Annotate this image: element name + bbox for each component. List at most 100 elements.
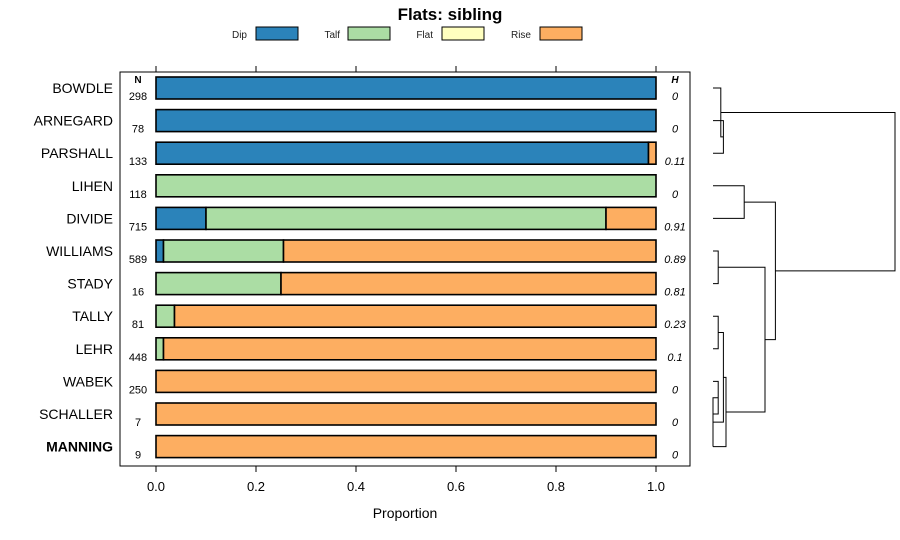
row-label: TALLY bbox=[72, 308, 113, 324]
bar-segment-talf bbox=[205, 206, 607, 231]
legend-swatch-talf bbox=[347, 26, 391, 41]
row-label: STADY bbox=[67, 276, 113, 292]
bar-segment-rise bbox=[155, 402, 657, 426]
dendrogram-link bbox=[718, 266, 766, 413]
bar-segment-dip bbox=[155, 108, 657, 133]
row-lehr: LEHR 448 0.1 bbox=[76, 336, 683, 364]
x-tick-label: 0.4 bbox=[347, 479, 365, 494]
n-value: 298 bbox=[129, 91, 147, 103]
n-value: 78 bbox=[132, 124, 144, 136]
n-value: 589 bbox=[129, 254, 147, 266]
h-value: 0 bbox=[672, 384, 679, 396]
h-value: 0 bbox=[672, 91, 679, 103]
row-manning: MANNING 9 0 bbox=[46, 434, 679, 462]
legend-swatch-flat bbox=[441, 26, 485, 41]
h-value: 0 bbox=[672, 189, 679, 201]
row-bowdle: BOWDLE 298 0 bbox=[52, 76, 679, 103]
row-label: LIHEN bbox=[72, 178, 113, 194]
x-tick-label: 0.0 bbox=[147, 479, 165, 494]
x-tick-label: 0.8 bbox=[547, 479, 565, 494]
legend-swatch-dip bbox=[255, 26, 299, 41]
x-tick-label: 0.2 bbox=[247, 479, 265, 494]
dendrogram-link bbox=[713, 376, 727, 448]
h-value: 0.11 bbox=[665, 156, 686, 168]
dendrogram-link bbox=[713, 250, 719, 285]
legend-label-dip: Dip bbox=[232, 30, 247, 41]
bar-segment-rise bbox=[173, 304, 657, 329]
row-label: DIVIDE bbox=[66, 210, 113, 226]
chart-title: Flats: sibling bbox=[398, 5, 503, 24]
n-column-header: N bbox=[134, 75, 141, 86]
row-label: WABEK bbox=[63, 373, 114, 389]
bar-segment-rise bbox=[605, 206, 657, 231]
x-axis-title: Proportion bbox=[373, 505, 438, 521]
row-label: BOWDLE bbox=[52, 80, 113, 96]
bar-segment-rise bbox=[162, 336, 657, 361]
n-value: 9 bbox=[135, 450, 141, 462]
row-label: SCHALLER bbox=[39, 406, 113, 422]
n-value: 448 bbox=[129, 352, 147, 364]
bar-segment-dip bbox=[155, 239, 165, 263]
legend-label-flat: Flat bbox=[416, 30, 433, 41]
dendrogram-link bbox=[713, 185, 745, 219]
row-label: MANNING bbox=[46, 439, 113, 455]
x-axis: 0.0 0.2 0.4 0.6 0.8 1.0 bbox=[147, 66, 665, 494]
dendrogram-link bbox=[712, 397, 719, 447]
dendrogram-link bbox=[744, 201, 776, 341]
n-value: 81 bbox=[132, 319, 144, 331]
row-label: PARSHALL bbox=[41, 145, 113, 161]
legend-label-rise: Rise bbox=[511, 30, 531, 41]
bar-segment-rise bbox=[647, 141, 657, 165]
bar-segment-dip bbox=[155, 206, 207, 231]
n-value: 16 bbox=[132, 287, 144, 299]
legend: Dip Talf Flat Rise bbox=[232, 26, 583, 41]
bar-segment-rise bbox=[282, 239, 657, 263]
row-wabek: WABEK 250 0 bbox=[63, 369, 679, 396]
plot-frame bbox=[119, 71, 691, 467]
h-column-header: H bbox=[671, 75, 679, 86]
dendrogram-link bbox=[720, 111, 896, 272]
row-williams: WILLIAMS 589 0.89 bbox=[46, 239, 686, 266]
row-parshall: PARSHALL 133 0.11 bbox=[41, 141, 686, 168]
row-label: LEHR bbox=[76, 341, 113, 357]
bar-segment-dip bbox=[155, 76, 657, 100]
n-value: 715 bbox=[129, 221, 147, 233]
h-value: 0.23 bbox=[664, 319, 686, 331]
h-value: 0 bbox=[672, 124, 679, 136]
bar-segment-talf bbox=[155, 304, 176, 329]
row-label: WILLIAMS bbox=[46, 243, 113, 259]
bar-segment-dip bbox=[155, 141, 650, 165]
row-label: ARNEGARD bbox=[34, 113, 113, 129]
x-tick-label: 0.6 bbox=[447, 479, 465, 494]
row-schaller: SCHALLER 7 0 bbox=[39, 402, 679, 429]
legend-label-talf: Talf bbox=[324, 30, 340, 41]
bar-segment-rise bbox=[155, 434, 657, 459]
bar-segment-talf bbox=[155, 271, 282, 296]
h-value: 0.91 bbox=[664, 221, 685, 233]
h-value: 0.81 bbox=[664, 287, 685, 299]
row-tally: TALLY 81 0.23 bbox=[72, 304, 687, 331]
bar-segment-rise bbox=[155, 369, 657, 394]
row-lihen: LIHEN 118 0 bbox=[72, 174, 679, 201]
bar-segment-talf bbox=[155, 174, 657, 198]
n-value: 118 bbox=[129, 189, 147, 201]
dendrogram-link bbox=[713, 315, 719, 350]
x-tick-label: 1.0 bbox=[647, 479, 665, 494]
h-value: 0 bbox=[672, 450, 679, 462]
row-divide: DIVIDE 715 0.91 bbox=[66, 206, 686, 233]
n-value: 250 bbox=[129, 384, 147, 396]
h-value: 0 bbox=[672, 417, 679, 429]
row-arnegard: ARNEGARD 78 0 bbox=[34, 108, 679, 136]
bar-rows: BOWDLE 298 0 ARNEGARD 78 0 PARSHALL 133 0.11 LIHE… bbox=[34, 76, 687, 462]
h-value: 0.1 bbox=[667, 352, 682, 364]
n-value: 7 bbox=[135, 417, 141, 429]
bar-segment-talf bbox=[162, 239, 285, 263]
n-value: 133 bbox=[129, 156, 147, 168]
dendrogram bbox=[712, 87, 896, 448]
h-value: 0.89 bbox=[664, 254, 685, 266]
bar-segment-talf bbox=[155, 336, 165, 361]
row-stady: STADY 16 0.81 bbox=[67, 271, 686, 299]
legend-swatch-rise bbox=[539, 26, 583, 41]
bar-segment-rise bbox=[280, 271, 657, 296]
